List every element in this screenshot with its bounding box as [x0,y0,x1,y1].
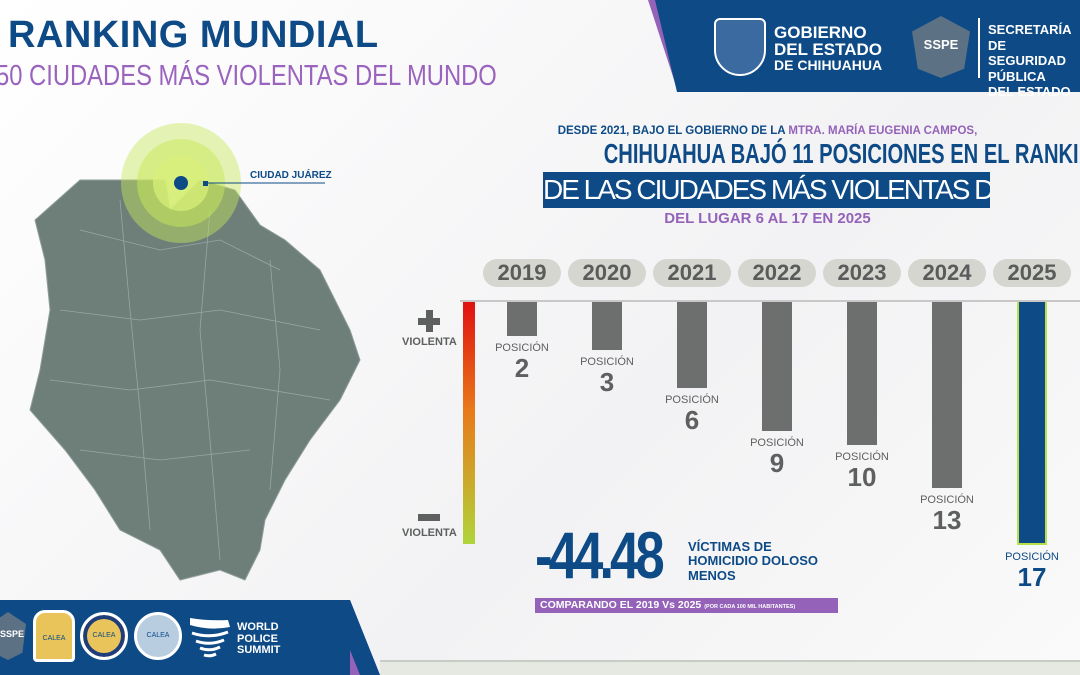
compare-badge: COMPARANDO EL 2019 Vs 2025 (POR CADA 100… [535,598,838,613]
stat-value: -44.48 [535,518,665,592]
gov-seal-icon [714,18,766,76]
position-value: 17 [1017,562,1047,593]
year-label: 2019 [483,259,561,287]
page-title: RANKING MUNDIAL [8,14,379,56]
top-scale-label: VIOLENTA [402,336,457,348]
position-label: POSICIÓN [665,393,719,406]
bar [847,302,877,445]
bar [762,302,792,431]
world-police-summit-icon [190,618,230,658]
bar [1017,302,1047,546]
calea-seal-icon: CALEA [33,610,75,662]
year-label: 2024 [908,259,986,287]
year-label: 2025 [993,259,1071,287]
bar [592,302,622,350]
headline-line2: CHIHUAHUA BAJÓ 11 POSICIONES EN EL RANKI… [603,138,1080,169]
bar [507,302,537,336]
bottom-scale-label: VIOLENTA [402,527,457,539]
municipality-lines [49,199,331,561]
headline-line1: DESDE 2021, BAJO EL GOBIERNO DE LA MTRA.… [557,125,978,137]
position-label: POSICIÓN [580,355,634,368]
position-label: POSICIÓN [750,436,804,449]
headline-line4: DEL LUGAR 6 AL 17 EN 2025 [664,210,871,227]
world-police-summit-text: WORLD POLICE SUMMIT [237,621,281,657]
position-value: 6 [684,404,700,435]
city-marker-icon [174,176,188,190]
position-value: 10 [847,462,877,492]
divider [978,18,980,78]
sspe-badge-icon: SSPE [912,16,970,78]
year-label: 2023 [823,259,901,287]
bar [677,302,707,388]
year-label: 2022 [738,259,816,287]
position-value: 13 [932,504,962,535]
year-label: 2020 [568,259,646,287]
position-label: POSICIÓN [495,341,549,354]
position-value: 2 [514,352,530,383]
city-label: CIUDAD JUÁREZ [250,170,332,181]
stat-text: VÍCTIMAS DE HOMICIDIO DOLOSO MENOS [688,539,818,583]
gov-logo-text: GOBIERNO DEL ESTADO DE CHIHUAHUA [774,23,883,73]
calea-star-seal-icon: CALEA [134,612,182,660]
minus-icon [418,514,440,521]
position-label: POSICIÓN [1005,551,1059,564]
chihuahua-map [29,123,361,581]
plus-icon [418,310,440,332]
headline-line3: DE LAS CIUDADES MÁS VIOLENTAS DEL MUNDO: [543,172,990,208]
bar [932,302,962,488]
page-subtitle: 50 CIUDADES MÁS VIOLENTAS DEL MUNDO [0,60,497,92]
position-label: POSICIÓN [835,451,889,463]
state-shape [29,179,361,581]
position-value: 9 [769,447,785,478]
year-label: 2021 [653,259,731,287]
position-label: POSICIÓN [920,493,974,506]
position-value: 3 [599,366,615,397]
sspe-logo-text: SECRETARÍA DE SEGURIDAD PÚBLICA DEL ESTA… [988,22,1072,100]
bottom-rule [380,660,1080,675]
violence-gradient-bar [463,302,475,544]
calea-seal-icon: CALEA [80,612,128,660]
baseline [460,300,1080,302]
